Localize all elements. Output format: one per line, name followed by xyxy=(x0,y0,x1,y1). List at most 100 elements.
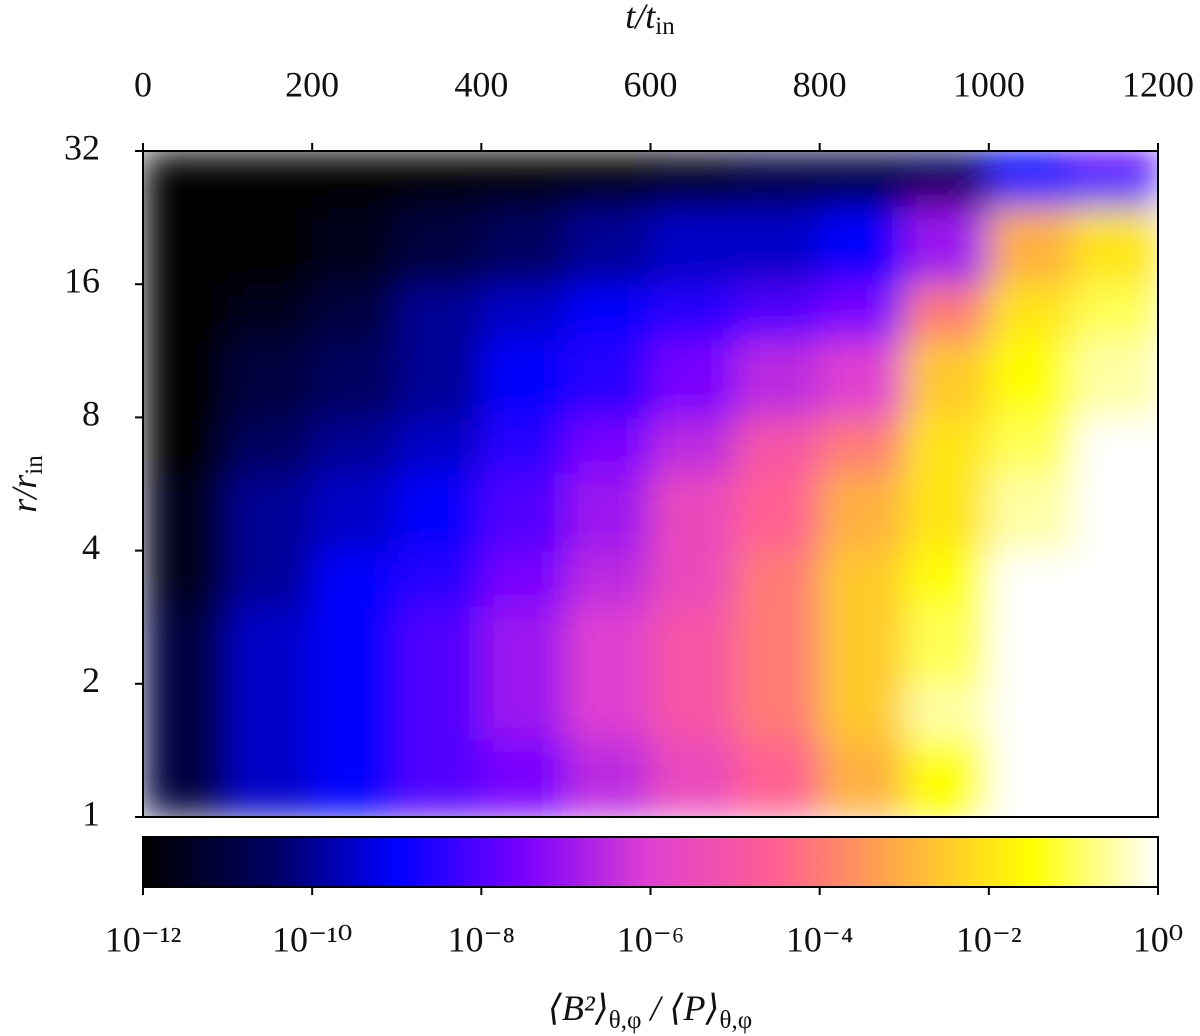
heat-cell xyxy=(904,472,990,552)
heat-cell xyxy=(988,151,1074,207)
heat-cell xyxy=(227,206,313,285)
heat-cell xyxy=(312,339,398,418)
heat-cell xyxy=(143,151,229,207)
heat-cell xyxy=(396,550,482,607)
heat-cell xyxy=(904,284,990,340)
colorbar-tick-label: 10⁻⁶ xyxy=(617,919,685,959)
heat-cell xyxy=(988,605,1074,685)
heat-cell xyxy=(904,550,990,607)
heat-cell xyxy=(988,284,1074,340)
y-tick-label: 1 xyxy=(82,793,100,833)
x-tick-label: 800 xyxy=(793,64,847,104)
heat-cell xyxy=(735,683,821,740)
heat-cell xyxy=(143,472,229,552)
heat-cell xyxy=(1073,472,1158,552)
colorbar-tick-label: 10⁻¹⁰ xyxy=(272,919,352,959)
heat-cell xyxy=(396,472,482,552)
colorbar-tick-label: 10⁻² xyxy=(956,919,1022,959)
heat-cell xyxy=(143,417,229,474)
heat-cell xyxy=(1073,284,1158,340)
cbar-label-part: / ⟨P⟩ xyxy=(641,988,719,1028)
heat-cell xyxy=(819,739,905,817)
heat-cell xyxy=(143,206,229,285)
heat-cell xyxy=(143,739,229,817)
heat-cell xyxy=(988,417,1074,474)
heat-cell xyxy=(481,739,567,817)
heat-cell xyxy=(565,739,651,817)
heat-cell xyxy=(904,206,990,285)
heat-cell xyxy=(396,417,482,474)
heat-cell xyxy=(312,472,398,552)
heat-cell xyxy=(481,206,567,285)
cbar-label-sub: θ,φ xyxy=(719,1007,752,1034)
heat-cell xyxy=(227,151,313,207)
heat-cell xyxy=(819,472,905,552)
heat-cell xyxy=(312,206,398,285)
colorbar-tick-label: 10⁻⁴ xyxy=(786,919,854,959)
heat-cell xyxy=(227,683,313,740)
heat-cell xyxy=(143,605,229,685)
heat-cell xyxy=(143,284,229,340)
heat-cell xyxy=(735,550,821,607)
x-tick-label: 200 xyxy=(285,64,339,104)
heat-cell xyxy=(988,550,1074,607)
heat-cell xyxy=(312,417,398,474)
heat-cell xyxy=(988,683,1074,740)
heat-cell xyxy=(650,739,736,817)
heat-cell xyxy=(904,683,990,740)
x-tick-label: 1200 xyxy=(1122,64,1194,104)
heat-cell xyxy=(1073,739,1158,817)
heat-cell xyxy=(735,206,821,285)
heat-cell xyxy=(565,550,651,607)
x-label-main: t/t xyxy=(625,0,656,36)
heat-cell xyxy=(312,284,398,340)
heat-cell xyxy=(819,550,905,607)
x-tick-label: 600 xyxy=(624,64,678,104)
heat-cell xyxy=(904,605,990,685)
heat-cell xyxy=(650,605,736,685)
heat-cell xyxy=(227,472,313,552)
y-tick-label: 2 xyxy=(82,660,100,700)
heat-cell xyxy=(988,206,1074,285)
heat-cell xyxy=(312,739,398,817)
heat-cell xyxy=(1073,339,1158,418)
heat-cell xyxy=(650,339,736,418)
heat-cell xyxy=(143,339,229,418)
heat-cell xyxy=(565,683,651,740)
heat-cell xyxy=(481,605,567,685)
heat-cell xyxy=(650,206,736,285)
heat-cell xyxy=(819,284,905,340)
heat-cell xyxy=(735,739,821,817)
heat-cell xyxy=(735,417,821,474)
heat-cell xyxy=(565,472,651,552)
colorbar-tick-label: 10⁻¹² xyxy=(105,919,182,959)
x-axis-label: t/tin xyxy=(625,0,675,40)
heat-cell xyxy=(1073,683,1158,740)
heat-cell xyxy=(312,550,398,607)
heat-cell xyxy=(396,151,482,207)
heat-cell xyxy=(312,151,398,207)
heat-cell xyxy=(565,605,651,685)
heat-cell xyxy=(481,683,567,740)
y-label-sub: in xyxy=(21,455,48,475)
heat-cell xyxy=(819,605,905,685)
heat-cell xyxy=(312,683,398,740)
y-tick-label: 8 xyxy=(82,394,100,434)
cbar-label-sub: θ,φ xyxy=(609,1007,642,1034)
heat-cell xyxy=(735,151,821,207)
heat-cell xyxy=(481,417,567,474)
cbar-label-part: ⟨B²⟩ xyxy=(548,988,609,1028)
heat-cell xyxy=(143,683,229,740)
heat-cell xyxy=(819,206,905,285)
heat-cell xyxy=(396,683,482,740)
heat-cell xyxy=(1073,206,1158,285)
heat-cell xyxy=(565,284,651,340)
heat-cell xyxy=(565,339,651,418)
heat-cell xyxy=(1073,151,1158,207)
heat-cell xyxy=(735,605,821,685)
heat-cell xyxy=(904,417,990,474)
heat-cell xyxy=(819,417,905,474)
x-tick-label: 400 xyxy=(454,64,508,104)
y-tick-label: 32 xyxy=(64,127,100,167)
